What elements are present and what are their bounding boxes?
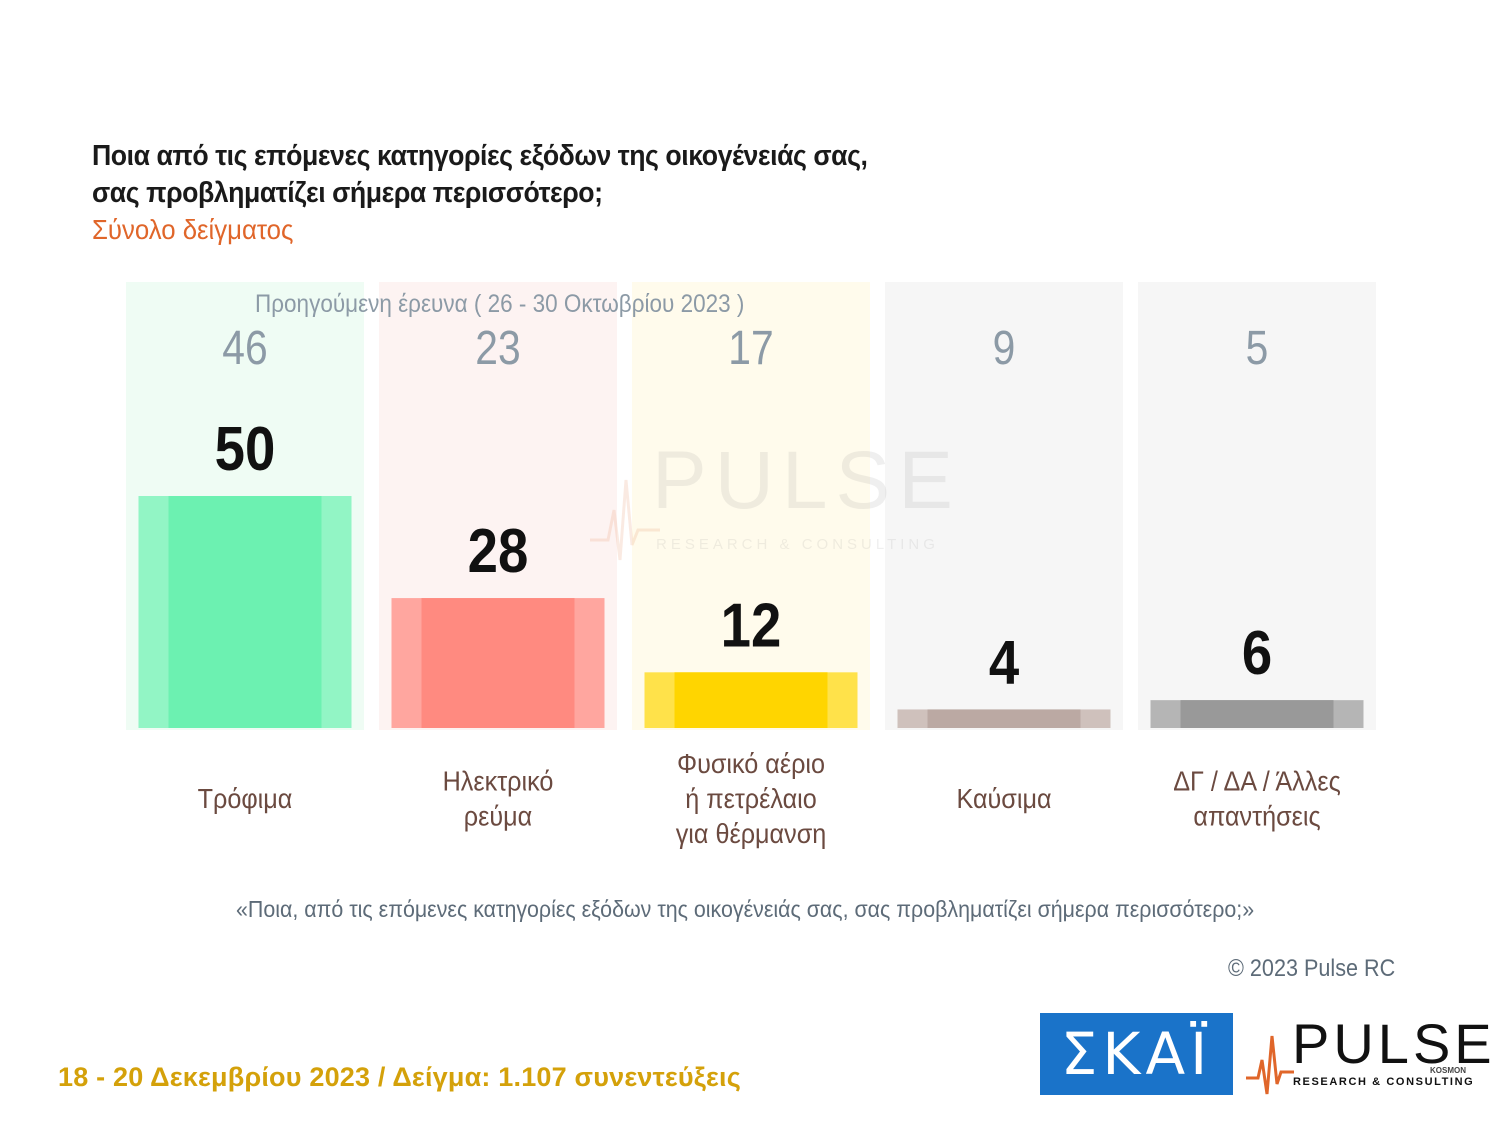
category-label-line: ή πετρέλαιο <box>685 783 817 815</box>
previous-value-label: 9 <box>993 322 1016 375</box>
chart-title: Ποια από τις επόμενες κατηγορίες εξόδων … <box>92 138 868 212</box>
category-label-line: ρεύμα <box>464 800 532 832</box>
current-value-label: 4 <box>989 628 1020 697</box>
category-label-line: Ηλεκτρικό <box>443 765 554 797</box>
category-label: ΔΓ / ΔΑ / Άλλες απαντήσεις <box>1173 765 1341 832</box>
bar-core <box>1180 700 1334 728</box>
previous-survey-label: Προηγούμενη έρευνα ( 26 - 30 Οκτωβρίου 2… <box>255 290 745 318</box>
pulse-logo-tagline: RESEARCH & CONSULTING <box>1293 1076 1475 1088</box>
category-label-line: για θέρμανση <box>676 818 827 850</box>
previous-value-label: 46 <box>222 322 267 375</box>
pulse-watermark: PULSE RESEARCH & CONSULTING <box>590 440 953 570</box>
previous-value-label: 17 <box>728 322 773 375</box>
current-value-label: 50 <box>215 415 276 484</box>
current-value-label: 6 <box>1242 619 1272 688</box>
category-label-line: Φυσικό αέριο <box>677 748 825 780</box>
current-value-label: 28 <box>468 517 529 586</box>
question-text: «Ποια, από τις επόμενες κατηγορίες εξόδω… <box>236 896 1255 922</box>
skai-logo-text: ΣΚΑΪ <box>1060 1020 1213 1088</box>
pulse-heartbeat-icon <box>590 479 660 561</box>
category-label-line: ΔΓ / ΔΑ / Άλλες <box>1173 765 1341 797</box>
category-label: Καύσιμα <box>956 783 1051 815</box>
column-background <box>1138 282 1376 730</box>
skai-logo: ΣΚΑΪ <box>1040 1013 1233 1095</box>
previous-value-label: 23 <box>475 322 520 375</box>
category-label: Τρόφιμα <box>198 783 293 815</box>
category-label: Φυσικό αέριο ή πετρέλαιο για θέρμανση <box>676 748 827 850</box>
category-label-line: απαντήσεις <box>1193 800 1320 832</box>
column-background <box>885 282 1123 730</box>
bar-core <box>927 709 1081 728</box>
title-line-1: Ποια από τις επόμενες κατηγορίες εξόδων … <box>92 140 868 172</box>
title-line-2: σας προβληματίζει σήμερα περισσότερο; <box>92 177 603 209</box>
category-label-line: Τρόφιμα <box>198 783 293 815</box>
category-label: Ηλεκτρικό ρεύμα <box>443 765 554 832</box>
current-value-label: 12 <box>721 591 782 660</box>
bar-core <box>168 496 322 728</box>
copyright: © 2023 Pulse RC <box>1228 955 1396 982</box>
pulse-logo-heartbeat-icon <box>1246 1035 1294 1095</box>
footer-date-sample: 18 - 20 Δεκεμβρίου 2023 / Δείγμα: 1.107 … <box>58 1062 741 1092</box>
bar-core <box>674 672 828 728</box>
watermark-name: PULSE <box>652 435 961 526</box>
column-background <box>632 282 870 730</box>
chart-subtitle: Σύνολο δείγματος <box>92 214 294 245</box>
watermark-tagline: RESEARCH & CONSULTING <box>656 536 939 553</box>
pulse-logo-text: PULSE <box>1292 1012 1496 1075</box>
previous-value-label: 5 <box>1246 322 1269 375</box>
pulse-logo-kosmon: KOSMON <box>1430 1066 1466 1075</box>
pulse-logo: PULSE KOSMON RESEARCH & CONSULTING <box>1246 1012 1492 1102</box>
bar-core <box>421 598 575 728</box>
category-label-line: Καύσιμα <box>956 783 1051 815</box>
